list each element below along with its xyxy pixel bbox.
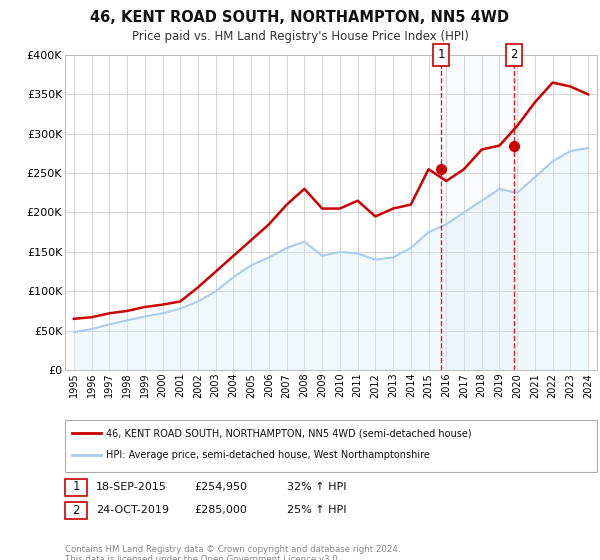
Text: 2: 2 <box>510 49 517 62</box>
Text: £254,950: £254,950 <box>194 482 247 492</box>
Text: 2: 2 <box>72 503 80 516</box>
Bar <box>442 55 514 370</box>
Text: 1: 1 <box>72 480 80 493</box>
Text: 24-OCT-2019: 24-OCT-2019 <box>96 505 169 515</box>
Text: £285,000: £285,000 <box>194 505 247 515</box>
Text: Contains HM Land Registry data © Crown copyright and database right 2024.
This d: Contains HM Land Registry data © Crown c… <box>65 545 401 560</box>
Text: 1: 1 <box>437 49 445 62</box>
Text: 32% ↑ HPI: 32% ↑ HPI <box>287 482 347 492</box>
Text: 18-SEP-2015: 18-SEP-2015 <box>96 482 167 492</box>
Text: HPI: Average price, semi-detached house, West Northamptonshire: HPI: Average price, semi-detached house,… <box>106 450 430 460</box>
Text: Price paid vs. HM Land Registry's House Price Index (HPI): Price paid vs. HM Land Registry's House … <box>131 30 469 43</box>
Text: 46, KENT ROAD SOUTH, NORTHAMPTON, NN5 4WD: 46, KENT ROAD SOUTH, NORTHAMPTON, NN5 4W… <box>91 10 509 25</box>
Text: 46, KENT ROAD SOUTH, NORTHAMPTON, NN5 4WD (semi-detached house): 46, KENT ROAD SOUTH, NORTHAMPTON, NN5 4W… <box>106 428 472 438</box>
Text: 25% ↑ HPI: 25% ↑ HPI <box>287 505 347 515</box>
